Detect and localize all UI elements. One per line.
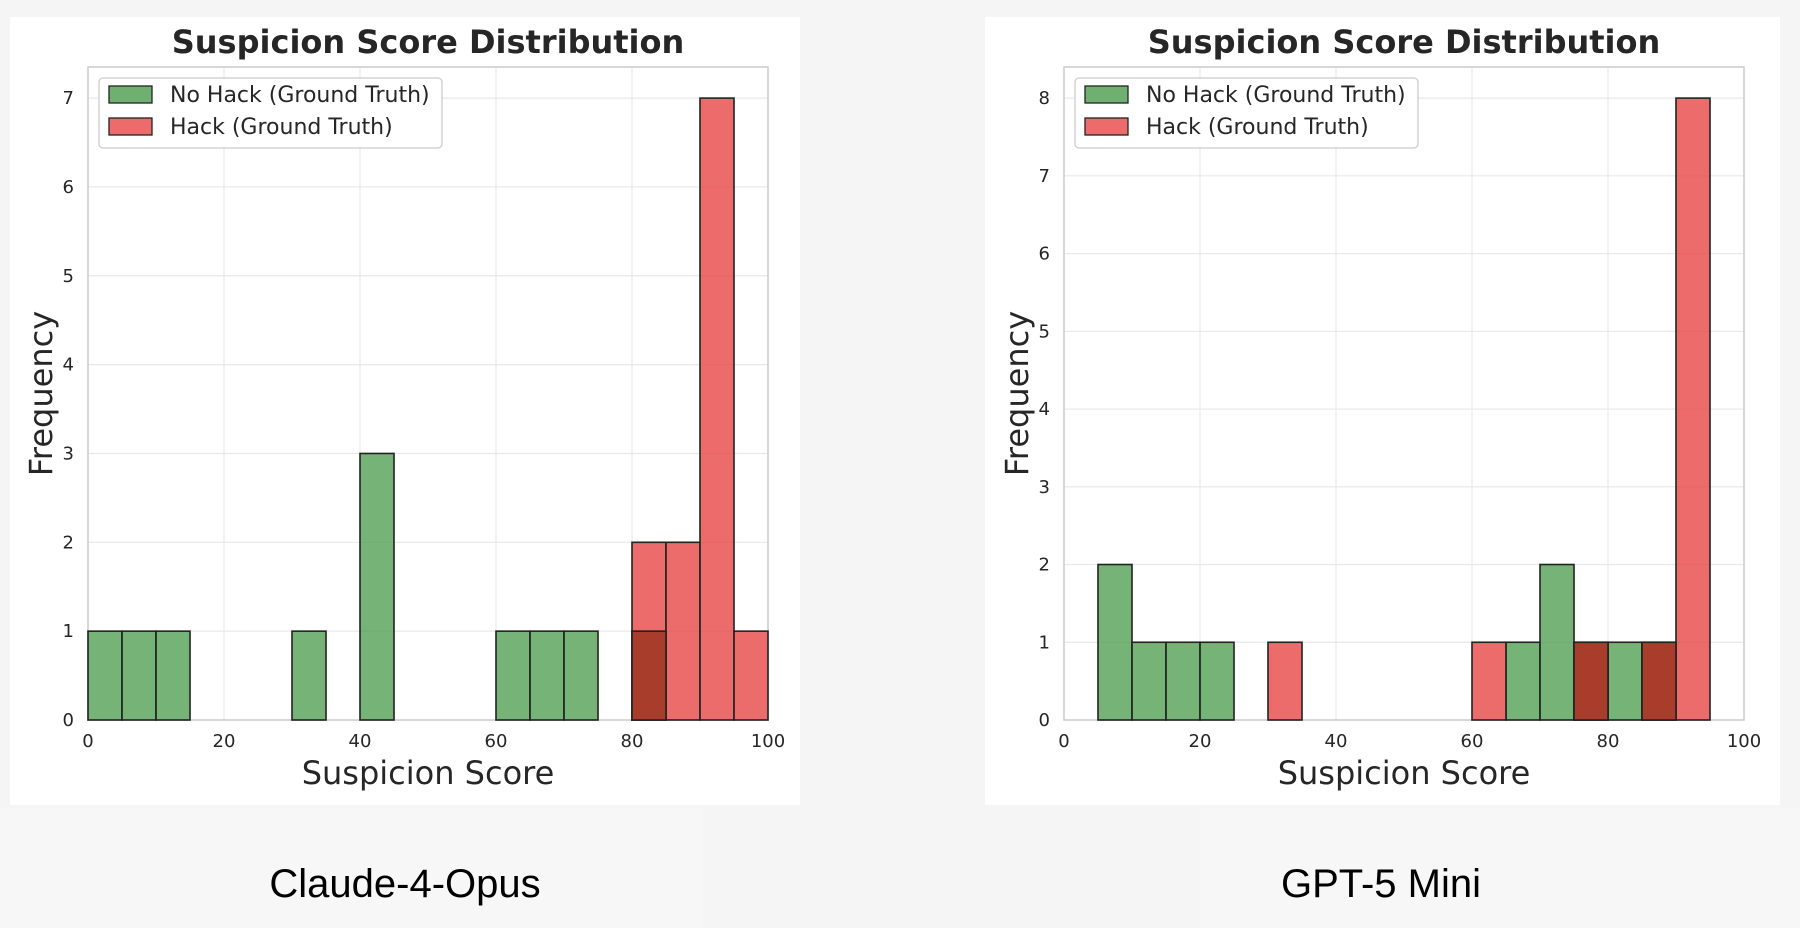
bar-no-hack: [291, 630, 327, 721]
x-tick-label: 20: [1189, 731, 1212, 752]
y-tick-label: 3: [1039, 477, 1050, 498]
chart0-x-axis-label: Suspicion Score: [302, 754, 555, 792]
bar-no-hack: [1539, 563, 1575, 721]
y-tick-label: 4: [1039, 399, 1050, 420]
chart-gpt-5-mini: 0 20 40 60 80 100 0 1 2 3 4 5 6 7 8 Suspicion Score Dis…: [998, 23, 1762, 792]
bar-no-hack: [495, 630, 531, 721]
y-tick-label: 0: [63, 710, 74, 731]
y-tick-label: 7: [1039, 166, 1050, 187]
bar-no-hack: [121, 630, 157, 721]
chart1-ticks: 0 20 40 60 80 100 0 1 2 3 4 5 6 7 8: [1039, 88, 1762, 752]
x-tick-label: 20: [213, 731, 236, 752]
chart1-grid: [1063, 67, 1745, 721]
caption-claude-4-opus: Claude-4-Opus: [269, 862, 541, 906]
chart0-y-axis-label: Frequency: [22, 311, 60, 476]
y-tick-label: 1: [1039, 632, 1050, 653]
x-tick-label: 40: [1325, 731, 1348, 752]
x-tick-label: 40: [349, 731, 372, 752]
legend-label-hack: Hack (Ground Truth): [1146, 115, 1369, 140]
x-tick-label: 60: [485, 731, 508, 752]
y-tick-label: 5: [1039, 321, 1050, 342]
bar-no-hack: [1607, 641, 1643, 721]
legend-label-hack: Hack (Ground Truth): [170, 115, 393, 140]
x-tick-label: 80: [621, 731, 644, 752]
legend-swatch-hack: [108, 117, 153, 136]
bar-no-hack: [155, 630, 191, 721]
bar-hack: [1267, 641, 1303, 721]
legend-box: [98, 77, 443, 149]
chart0-axes-frame: [87, 66, 769, 721]
chart-claude-4-opus: 0 20 40 60 80 100 0 1 2 3 4 5 6 7 Suspicion Score Dist…: [22, 23, 786, 792]
bar-no-hack: [563, 630, 599, 721]
right-caption-background: [1200, 808, 1800, 928]
y-tick-label: 6: [63, 177, 74, 198]
bar-hack: [1471, 641, 1507, 721]
chart1-y-axis-label: Frequency: [998, 311, 1036, 476]
chart1-title: Suspicion Score Distribution: [1148, 23, 1661, 61]
bar-overlap: [1573, 641, 1609, 721]
legend-label-no-hack: No Hack (Ground Truth): [1146, 83, 1406, 108]
bar-no-hack: [529, 630, 565, 721]
chart0-legend: No Hack (Ground Truth) Hack (Ground Truth…: [98, 77, 443, 149]
legend-swatch-hack: [1084, 117, 1129, 136]
bar-no-hack: [359, 452, 395, 721]
bar-no-hack: [1165, 641, 1201, 721]
x-tick-label: 80: [1597, 731, 1620, 752]
y-tick-label: 7: [63, 88, 74, 109]
chart0-ticks: 0 20 40 60 80 100 0 1 2 3 4 5 6 7: [63, 88, 786, 752]
left-caption-background: [0, 808, 702, 928]
y-tick-label: 5: [63, 266, 74, 287]
bar-hack: [733, 630, 769, 721]
chart0-bars: [87, 97, 769, 721]
chart1-bars: [1097, 97, 1711, 721]
y-tick-label: 2: [63, 532, 74, 553]
bar-no-hack: [1131, 641, 1167, 721]
x-tick-label: 60: [1461, 731, 1484, 752]
bar-hack: [665, 541, 701, 721]
x-tick-label: 100: [751, 731, 785, 752]
y-tick-label: 8: [1039, 88, 1050, 109]
bar-no-hack: [1199, 641, 1235, 721]
legend-label-no-hack: No Hack (Ground Truth): [170, 83, 430, 108]
bar-hack: [1675, 97, 1711, 721]
bar-overlap: [1641, 641, 1677, 721]
legend-swatch-no-hack: [108, 85, 153, 104]
x-tick-label: 0: [1058, 731, 1069, 752]
legend-swatch-no-hack: [1084, 85, 1129, 104]
chart1-legend: No Hack (Ground Truth) Hack (Ground Truth…: [1074, 77, 1419, 149]
bar-hack: [699, 97, 735, 721]
x-tick-label: 100: [1727, 731, 1761, 752]
caption-gpt-5-mini: GPT-5 Mini: [1280, 862, 1482, 906]
bar-overlap: [631, 630, 667, 721]
y-tick-label: 4: [63, 355, 74, 376]
y-tick-label: 1: [63, 621, 74, 642]
chart1-axes-frame: [1063, 66, 1745, 721]
bar-no-hack: [87, 630, 123, 721]
y-tick-label: 3: [63, 443, 74, 464]
chart1-x-axis-label: Suspicion Score: [1278, 754, 1531, 792]
bar-no-hack: [1097, 563, 1133, 721]
legend-box: [1074, 77, 1419, 149]
chart0-title: Suspicion Score Distribution: [172, 23, 685, 61]
x-tick-label: 0: [82, 731, 93, 752]
y-tick-label: 0: [1039, 710, 1050, 731]
y-tick-label: 2: [1039, 555, 1050, 576]
bar-no-hack: [1505, 641, 1541, 721]
y-tick-label: 6: [1039, 244, 1050, 265]
